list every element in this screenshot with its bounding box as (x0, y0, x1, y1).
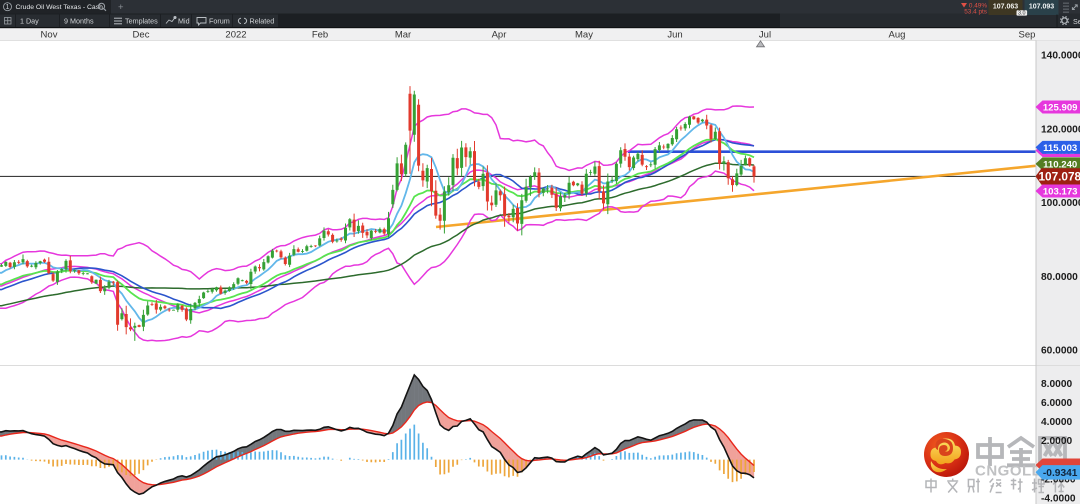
svg-text:110.240: 110.240 (1043, 159, 1077, 170)
svg-text:Dec: Dec (133, 30, 150, 41)
svg-text:53.4 pts: 53.4 pts (964, 8, 987, 15)
svg-text:9 Months: 9 Months (64, 17, 94, 26)
svg-text:80.0000: 80.0000 (1041, 272, 1078, 283)
svg-text:8.0000: 8.0000 (1041, 379, 1072, 390)
svg-text:6.0000: 6.0000 (1041, 398, 1072, 409)
svg-text:Sep: Sep (1019, 30, 1036, 41)
svg-text:115.003: 115.003 (1043, 143, 1077, 154)
svg-text:Forum: Forum (209, 17, 230, 26)
svg-text:125.909: 125.909 (1043, 103, 1078, 114)
svg-text:Aug: Aug (889, 30, 906, 41)
svg-text:100.0000: 100.0000 (1041, 198, 1080, 209)
svg-text:0.49%: 0.49% (969, 2, 987, 9)
svg-text:107.093: 107.093 (1029, 3, 1054, 10)
svg-text:Jul: Jul (759, 30, 771, 41)
svg-text:Crude Oil West Texas - Cash: Crude Oil West Texas - Cash (16, 4, 104, 11)
svg-text:120.0000: 120.0000 (1041, 124, 1080, 135)
svg-text:-2.0000: -2.0000 (1041, 474, 1076, 485)
svg-text:Se: Se (1073, 17, 1080, 26)
svg-text:Related: Related (250, 17, 275, 26)
svg-text:1: 1 (6, 4, 10, 11)
svg-text:Templates: Templates (125, 17, 158, 26)
svg-text:4.0000: 4.0000 (1041, 417, 1072, 428)
svg-text:107.078: 107.078 (1038, 170, 1080, 184)
svg-text:Mar: Mar (395, 30, 411, 41)
svg-text:1 Day: 1 Day (20, 17, 39, 26)
svg-text:Apr: Apr (492, 30, 507, 41)
svg-text:Mid: Mid (178, 17, 190, 26)
svg-text:-4.0000: -4.0000 (1041, 493, 1076, 504)
svg-text:107.063: 107.063 (993, 3, 1018, 10)
svg-text:140.0000: 140.0000 (1041, 51, 1080, 62)
svg-text:60.0000: 60.0000 (1041, 346, 1078, 357)
svg-text:2022: 2022 (225, 30, 246, 41)
svg-text:2.0000: 2.0000 (1041, 436, 1072, 447)
svg-text:Jun: Jun (667, 30, 682, 41)
svg-text:3.0: 3.0 (1018, 11, 1026, 17)
svg-text:103.173: 103.173 (1043, 187, 1078, 198)
svg-text:May: May (575, 30, 593, 41)
svg-text:Nov: Nov (41, 30, 58, 41)
svg-text:-0.9341: -0.9341 (1043, 468, 1078, 479)
svg-text:Feb: Feb (312, 30, 328, 41)
svg-text:+: + (118, 2, 124, 13)
